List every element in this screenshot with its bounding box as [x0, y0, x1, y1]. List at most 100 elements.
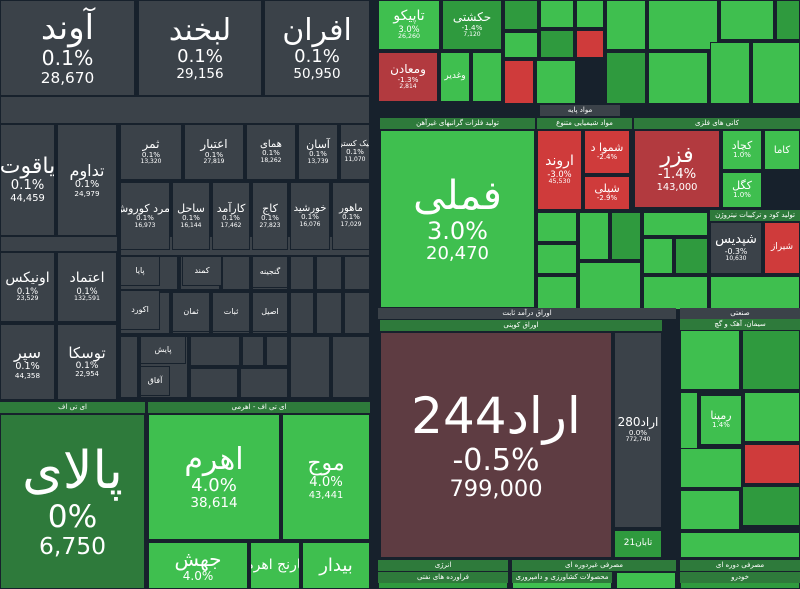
stock-tile: آوند 0.1% 28,670 — [0, 0, 135, 96]
stock-price: 6,750 — [39, 532, 106, 561]
stock-change: 3.0% — [427, 216, 488, 245]
stock-change: 0.1% — [346, 148, 364, 157]
stock-change: 0.0% — [628, 428, 648, 438]
filler-cell — [680, 330, 740, 390]
filler-cell — [504, 60, 534, 104]
filler-cell — [742, 330, 800, 390]
stock-tile: اراد244 -0.5% 799,000 — [380, 332, 612, 558]
stock-name: کچاد — [731, 139, 753, 153]
stock-tile: شیراز — [764, 222, 800, 274]
stock-tile: اروند -3.0% 45,530 — [537, 130, 582, 210]
stock-price: 27,819 — [203, 158, 225, 166]
filler-cell — [332, 336, 370, 398]
stock-name: خورشید — [293, 203, 327, 215]
stock-change: 0.1% — [182, 213, 200, 222]
filler-cell — [752, 42, 800, 104]
stock-name: نیک کستر — [340, 139, 370, 149]
stock-price: 11,070 — [344, 155, 366, 163]
stock-tile: اعتبار 0.1% 27,819 — [184, 124, 244, 180]
stock-name: شپدیس — [715, 232, 757, 248]
stock-tile: توسکا 0.1% 22,954 — [57, 324, 117, 400]
stock-name: اعتبار — [200, 137, 228, 152]
stock-price: 44,459 — [10, 192, 45, 204]
sector-header: خودرو — [680, 572, 800, 583]
sector-header: ای تی اف — [0, 402, 145, 413]
stock-change: 0.1% — [74, 178, 100, 190]
filler-cell — [504, 32, 538, 58]
sector-header: مصرفی غیردوره ای — [512, 560, 676, 571]
stock-price: 43,441 — [308, 489, 344, 501]
stock-change: -1.4% — [461, 23, 483, 33]
filler-cell — [606, 52, 646, 104]
stock-name: زمرد کوروش — [121, 201, 170, 215]
stock-tile: کاج 0.1% 27,823 — [252, 182, 288, 250]
stock-tile: کمند — [182, 256, 222, 286]
stock-name: آفاق — [147, 375, 163, 385]
stock-name: کاما — [773, 144, 791, 156]
sector-header: اوراق کوپنی — [380, 320, 662, 331]
stock-price: 23,529 — [16, 294, 39, 302]
stock-name: نارنج اهرم — [251, 556, 299, 573]
filler-cell — [710, 42, 750, 104]
stock-name: اکورد — [131, 304, 149, 314]
stock-tile: اهرم 4.0% 38,614 — [148, 414, 280, 540]
stock-change: 0.1% — [136, 213, 154, 222]
stock-price: 17,462 — [220, 221, 242, 229]
stock-tile: جهش 4.0% — [148, 542, 248, 589]
filler-cell — [648, 52, 708, 104]
stock-change: 4.0% — [191, 475, 237, 497]
stock-tile: ثمان — [172, 292, 210, 332]
stock-tile: تاپیکو 3.0% 26,260 — [378, 0, 440, 50]
filler-cell — [616, 572, 676, 589]
stock-price: 27,823 — [259, 221, 281, 229]
stock-change: -0.5% — [452, 442, 540, 478]
filler-cell — [579, 262, 641, 310]
stock-name: سپر — [13, 342, 42, 362]
filler-cell — [643, 276, 708, 310]
stock-tile: سپر 0.1% 44,358 — [0, 324, 55, 400]
stock-change: 0.1% — [342, 213, 360, 222]
stock-name: ماهور — [339, 203, 363, 215]
stock-tile: موج 4.0% 43,441 — [282, 414, 370, 540]
stock-name: شپلی — [594, 182, 620, 196]
stock-name: کاج — [262, 201, 278, 215]
stock-price: 20,470 — [426, 243, 489, 265]
filler-cell — [344, 292, 370, 334]
sector-header: تولید فلزات گرانبهای غیرآهن — [380, 118, 535, 129]
filler-cell — [0, 96, 370, 124]
filler-cell — [744, 444, 800, 484]
stock-tile: آفاق — [140, 366, 170, 396]
stock-tile: ومعادن -1.3% 2,814 — [378, 52, 438, 102]
sector-header: ای تی اف - اهرمی — [148, 402, 370, 413]
filler-cell — [611, 212, 641, 260]
filler-cell — [648, 0, 718, 50]
stock-price: 28,670 — [40, 68, 95, 87]
sector-header: مواد شیمیایی متنوع — [537, 118, 632, 129]
stock-change: -2.4% — [596, 153, 618, 162]
filler-cell — [316, 256, 342, 290]
stock-price: 772,740 — [625, 436, 651, 444]
stock-name: حکشتی — [452, 10, 492, 25]
stock-change: -3.0% — [547, 168, 572, 179]
stock-name: فزر — [660, 143, 694, 169]
sector-header: مواد پایه — [540, 105, 620, 116]
filler-cell — [576, 0, 604, 28]
stock-name: ومعادن — [390, 62, 426, 77]
stock-tile: تداوم 0.1% 24,979 — [57, 124, 117, 236]
stock-tile: پالای 0% 6,750 — [0, 414, 145, 589]
stock-tile: نیک کستر 0.1% 11,070 — [340, 124, 370, 180]
stock-tile: کارآمد 0.1% 17,462 — [212, 182, 250, 250]
filler-cell — [576, 30, 604, 58]
stock-name: اونیکس — [5, 270, 50, 287]
stock-name: شموا د — [590, 141, 624, 155]
stock-price: 10,630 — [725, 255, 747, 263]
stock-change: -2.9% — [596, 194, 618, 203]
stock-name: تاپیکو — [393, 8, 425, 25]
sector-header: فراورده های نفتی — [378, 572, 508, 583]
filler-cell — [710, 276, 800, 310]
stock-tile: خورشید 0.1% 16,076 — [290, 182, 330, 250]
filler-cell — [540, 0, 574, 28]
stock-name: همای — [260, 139, 282, 151]
stock-price: 799,000 — [449, 475, 543, 502]
stock-tile: همای 0.1% 18,262 — [246, 124, 296, 180]
